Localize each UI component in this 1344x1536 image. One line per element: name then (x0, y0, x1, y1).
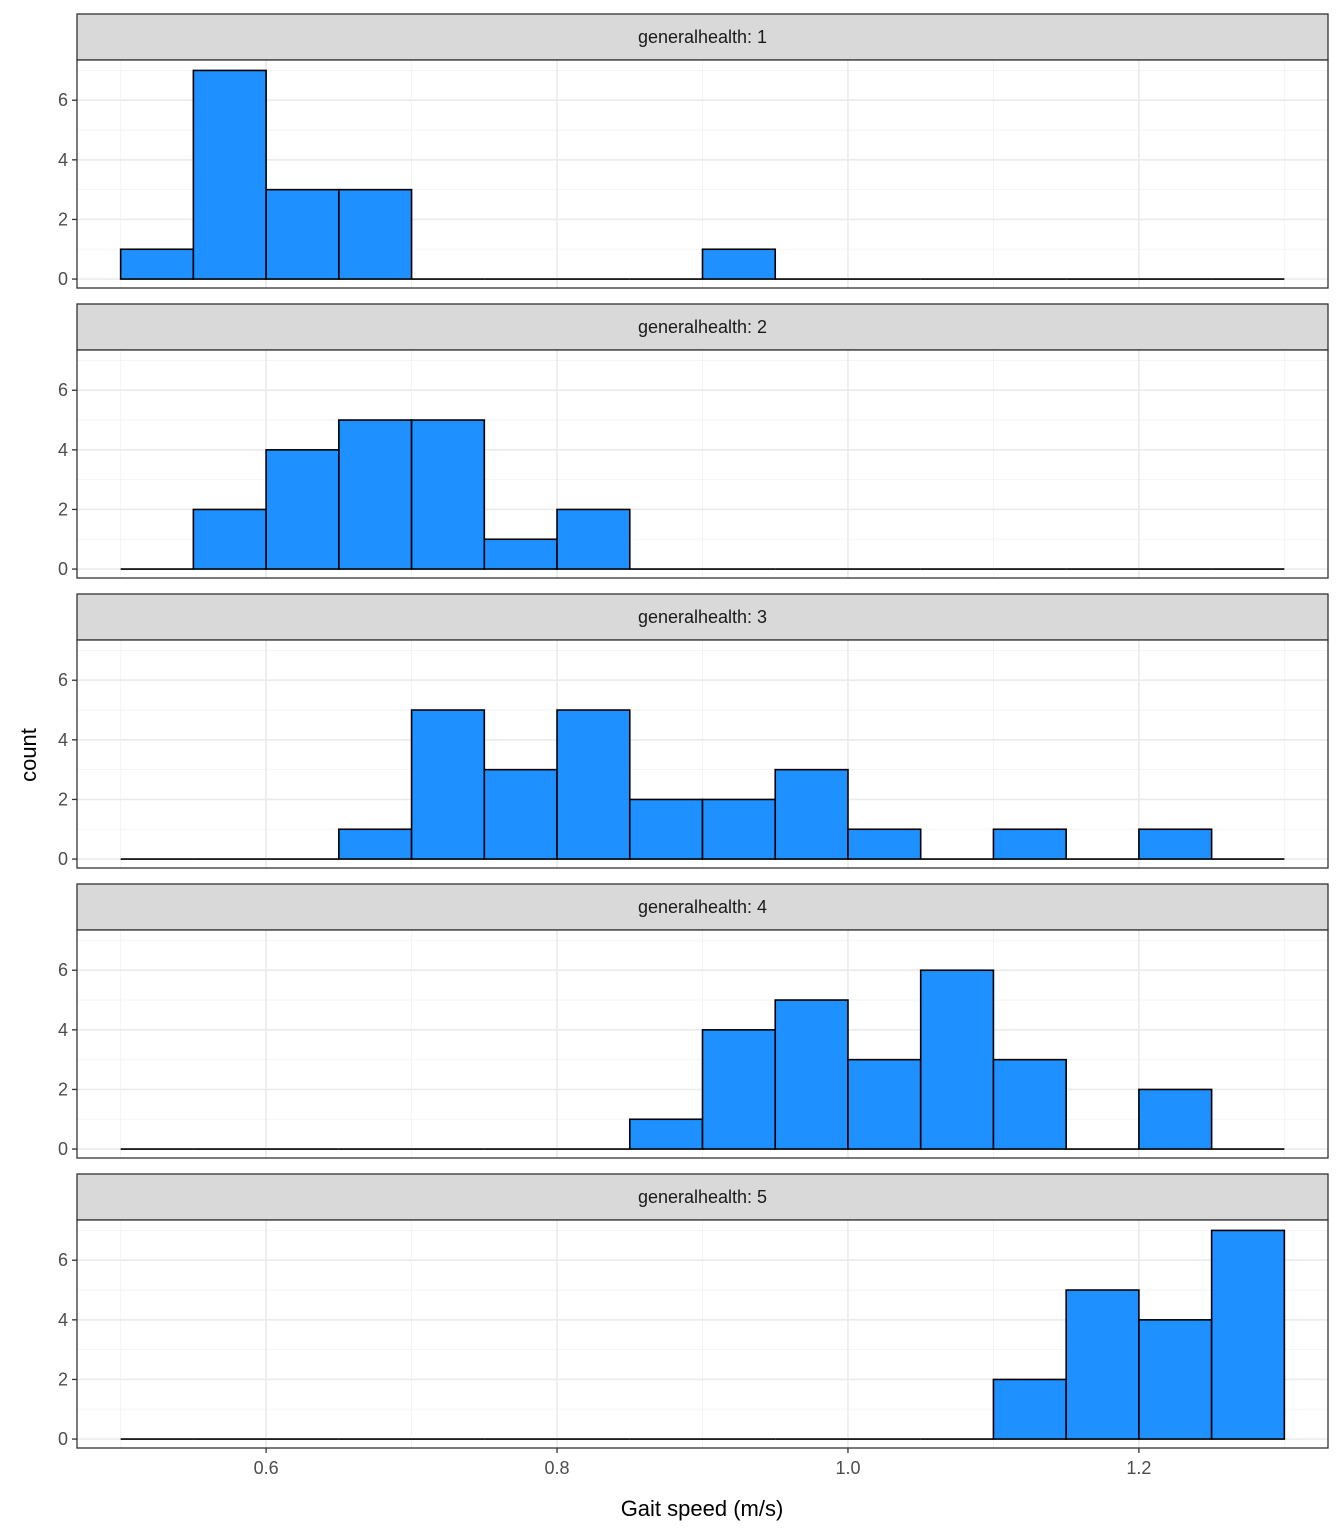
y-tick-label: 6 (58, 1250, 68, 1270)
y-tick-label: 0 (58, 849, 68, 869)
histogram-bar (410, 709, 486, 860)
histogram-bar (628, 1118, 704, 1150)
facet-panel-2: generalhealth: 2 0 2 4 6 (58, 303, 1329, 579)
histogram-bar (701, 1029, 777, 1150)
histogram-bar (919, 969, 995, 1150)
y-tick-label: 0 (58, 1429, 68, 1449)
histogram-bar (1065, 1289, 1140, 1440)
facet-panel-3: generalhealth: 3 0 2 4 6 (58, 593, 1329, 869)
histogram-bar (192, 508, 267, 570)
histogram-bar (556, 508, 631, 570)
x-axis-title: Gait speed (m/s) (621, 1496, 784, 1521)
y-tick-label: 4 (58, 1310, 68, 1330)
histogram-bar (338, 188, 413, 280)
histogram-bar (483, 768, 558, 860)
facet-panel-4: generalhealth: 4 0 2 4 6 (58, 883, 1329, 1159)
y-tick-label: 2 (58, 789, 68, 809)
y-tick-label: 4 (58, 150, 68, 170)
facet-strip-label: generalhealth: 3 (638, 607, 767, 627)
y-tick-label: 6 (58, 670, 68, 690)
y-axis-title: count (16, 728, 41, 782)
panel-border (76, 1219, 1329, 1449)
facet-strip-label: generalhealth: 1 (638, 27, 767, 47)
y-tick-label: 4 (58, 440, 68, 460)
histogram-bar (1138, 1319, 1213, 1440)
y-tick-label: 6 (58, 960, 68, 980)
histogram-bar (192, 69, 267, 280)
histogram-bar (265, 188, 340, 280)
facet-strip (76, 1173, 1329, 1221)
panel-border (76, 59, 1329, 289)
facet-panels: generalhealth: 1 0 2 4 6 generalhealth: 2 0 2 4 6… (58, 13, 1329, 1449)
panel-border (76, 639, 1329, 869)
histogram-bar (847, 828, 922, 860)
facet-strip-label: generalhealth: 2 (638, 317, 767, 337)
histogram-bar (410, 419, 486, 570)
histogram-bar (701, 248, 777, 280)
y-tick-label: 4 (58, 1020, 68, 1040)
histogram-bar (774, 768, 849, 860)
y-tick-label: 2 (58, 209, 68, 229)
histogram-bar (483, 538, 558, 570)
y-tick-label: 2 (58, 499, 68, 519)
histogram-bar (556, 709, 631, 860)
facet-panel-1: generalhealth: 1 0 2 4 6 (58, 13, 1329, 289)
y-tick-label: 2 (58, 1369, 68, 1389)
x-tick-label: 1.0 (835, 1458, 860, 1478)
facet-strip-label: generalhealth: 4 (638, 897, 767, 917)
x-tick-label: 0.8 (545, 1458, 570, 1478)
histogram-bar (1138, 1088, 1213, 1150)
x-axis: 0.6 0.8 1.0 1.2 (254, 1448, 1151, 1478)
y-tick-label: 6 (58, 90, 68, 110)
y-tick-label: 0 (58, 559, 68, 579)
histogram-bar (119, 248, 195, 280)
histogram-bar (628, 798, 704, 860)
histogram-bar (992, 1058, 1067, 1150)
facet-panel-5: generalhealth: 5 0 2 4 6 (58, 1173, 1329, 1449)
histogram-bar (265, 449, 340, 570)
histogram-bar (774, 999, 849, 1150)
y-tick-label: 0 (58, 1139, 68, 1159)
histogram-bar (701, 798, 777, 860)
histogram-bar (992, 828, 1067, 860)
panel-border (76, 349, 1329, 579)
histogram-bar (1138, 828, 1213, 860)
facet-strip (76, 303, 1329, 351)
facet-strip (76, 13, 1329, 61)
histogram-bar (847, 1058, 922, 1150)
histogram-bar (1210, 1229, 1286, 1440)
y-tick-label: 4 (58, 730, 68, 750)
histogram-bar (338, 828, 413, 860)
x-tick-label: 1.2 (1126, 1458, 1151, 1478)
facet-strip-label: generalhealth: 5 (638, 1187, 767, 1207)
x-tick-label: 0.6 (254, 1458, 279, 1478)
y-tick-label: 0 (58, 269, 68, 289)
histogram-bar (992, 1378, 1067, 1440)
panel-border (76, 929, 1329, 1159)
y-tick-label: 6 (58, 380, 68, 400)
y-tick-label: 2 (58, 1079, 68, 1099)
histogram-bar (338, 419, 413, 570)
